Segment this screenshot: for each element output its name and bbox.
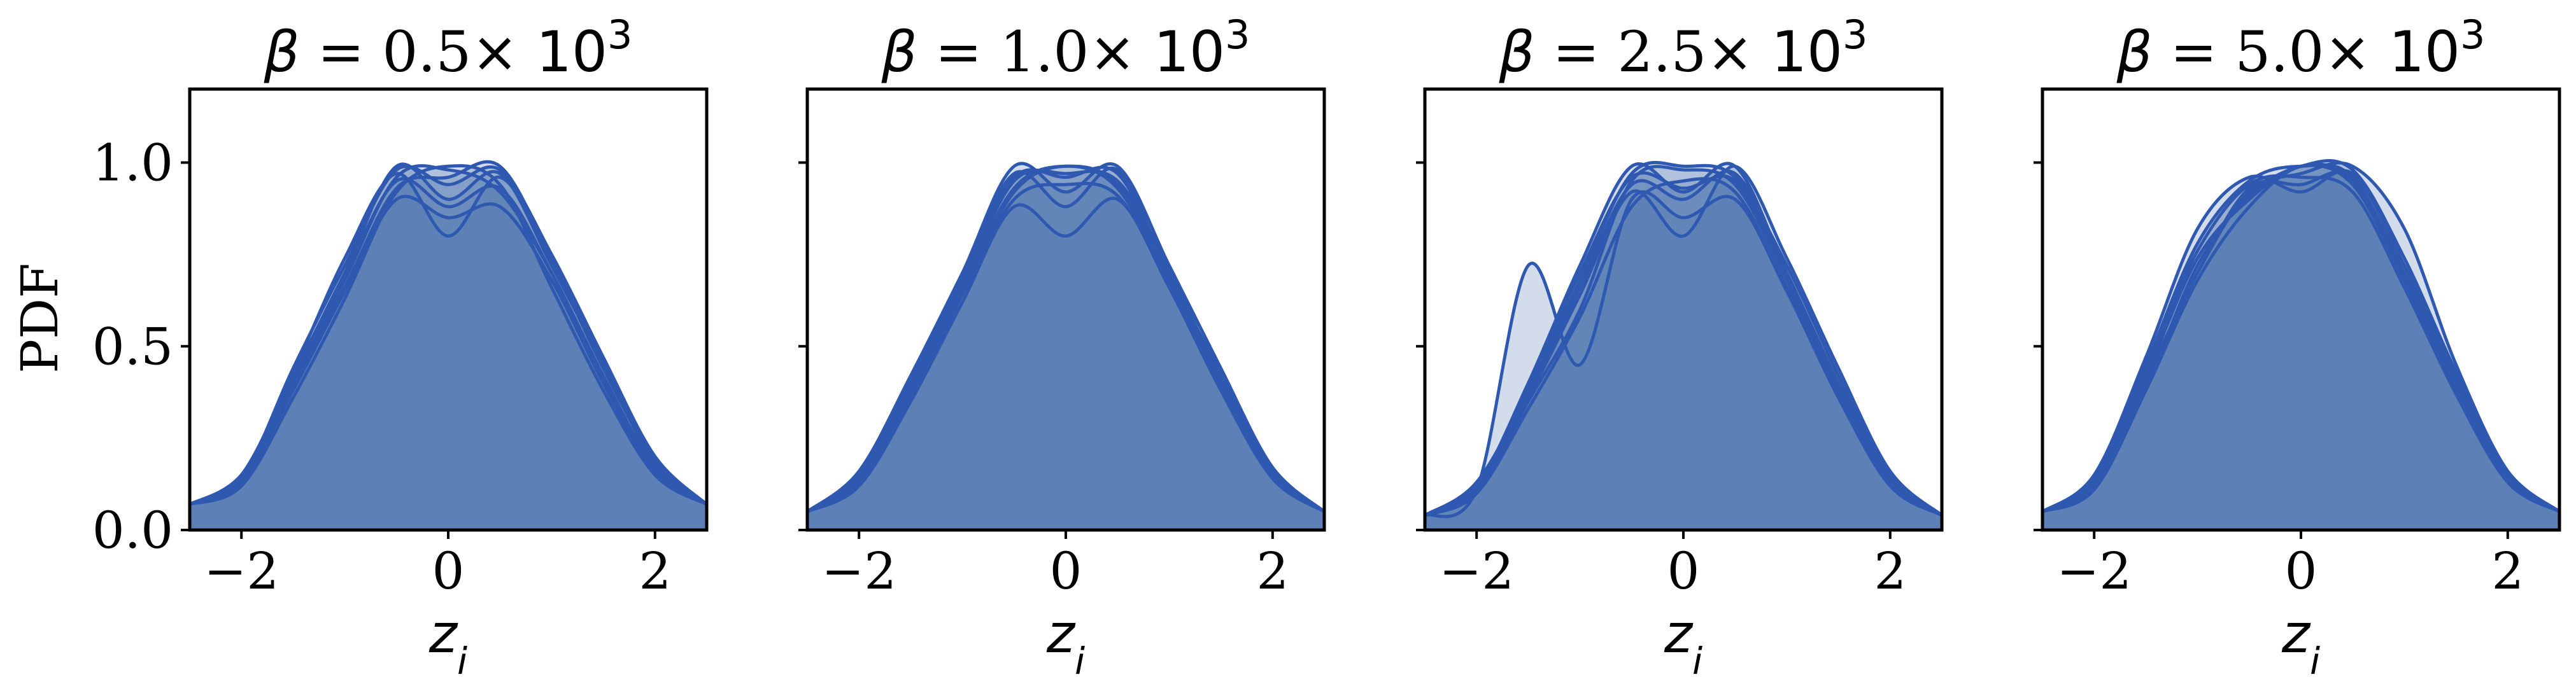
x-tick-label: 2 — [1874, 541, 1906, 601]
series-area-2 — [190, 165, 707, 530]
series-line-5 — [190, 164, 707, 506]
series-line-3 — [1425, 190, 1942, 519]
series-area-6 — [1425, 178, 1942, 530]
series-layer — [190, 160, 707, 530]
series-line-8 — [1425, 171, 1942, 517]
x-axis-label: zi — [1664, 603, 1702, 683]
series-area-1 — [1425, 163, 1942, 530]
series-area-1 — [2042, 164, 2559, 530]
y-axis-label: PDF — [10, 263, 69, 373]
series-area-3 — [2042, 165, 2559, 530]
series-line-7 — [190, 160, 707, 506]
series-line-7 — [2042, 159, 2559, 513]
series-area-3 — [190, 196, 707, 530]
series-line-6 — [1425, 177, 1942, 517]
series-layer — [807, 162, 1324, 530]
series-area-4 — [190, 164, 707, 530]
y-tick-label: 1.0 — [92, 134, 173, 193]
series-line-6 — [2042, 174, 2559, 513]
panel-4: −2 0 2 zi β = 5.0× 103 — [2034, 11, 2561, 683]
series-area-6 — [807, 168, 1324, 530]
x-tick-label: 0 — [1050, 541, 1082, 601]
series-area-7 — [2042, 160, 2559, 530]
panel-3: −2 0 2 zi β = 2.5× 103 — [1416, 11, 1944, 683]
series-area-2 — [2042, 163, 2559, 530]
panel-title: β = 1.0× 103 — [881, 11, 1250, 85]
x-tick-label: 0 — [1667, 541, 1700, 601]
series-area-2 — [1425, 166, 1942, 530]
series-area-5 — [2042, 164, 2559, 530]
x-tick-label: 0 — [432, 541, 465, 601]
series-area-1 — [190, 166, 707, 530]
series-line-8 — [2042, 170, 2559, 513]
series-line-6 — [190, 172, 707, 506]
x-tick-label: −2 — [821, 541, 896, 601]
series-line-6 — [807, 166, 1324, 513]
series-area-7 — [190, 162, 707, 530]
x-tick-label: 0 — [2285, 541, 2318, 601]
x-tick-label: −2 — [2056, 541, 2132, 601]
series-area-6 — [190, 173, 707, 530]
series-area-8 — [1425, 172, 1942, 530]
series-area-4 — [2042, 171, 2559, 530]
series-line-8 — [190, 177, 707, 506]
panel-1: −2 0 2 0.0 0.5 1.0 zi β = 0.5× 103 — [92, 11, 709, 683]
series-area-4 — [807, 198, 1324, 530]
series-area-8 — [190, 178, 707, 530]
x-axis-label: zi — [428, 603, 467, 683]
panel-title: β = 5.0× 103 — [2116, 11, 2486, 85]
panel-title: β = 2.5× 103 — [1499, 11, 1868, 85]
y-tick-label: 0.5 — [92, 317, 173, 376]
panel-title: β = 0.5× 103 — [264, 11, 633, 85]
series-area-5 — [807, 170, 1324, 530]
series-line-4 — [807, 197, 1324, 513]
x-tick-label: 2 — [639, 541, 671, 601]
series-area-8 — [807, 166, 1324, 530]
series-area-8 — [2042, 171, 2559, 530]
x-axis-label: zi — [1046, 603, 1085, 683]
x-tick-label: 2 — [1256, 541, 1289, 601]
series-area-3 — [1425, 192, 1942, 530]
series-area-2 — [807, 166, 1324, 530]
series-layer — [1425, 161, 1942, 530]
series-area-6 — [2042, 176, 2559, 530]
series-area-4 — [1425, 162, 1942, 530]
series-area-5 — [190, 165, 707, 530]
y-tick-label: 0.0 — [92, 501, 173, 560]
series-area-3 — [807, 163, 1324, 530]
x-axis-label: zi — [2281, 603, 2320, 683]
series-area-7 — [807, 183, 1324, 530]
series-area-7 — [1425, 171, 1942, 530]
series-area-5 — [1425, 166, 1942, 530]
x-tick-label: −2 — [204, 541, 279, 601]
panel-2: −2 0 2 zi β = 1.0× 103 — [798, 11, 1326, 683]
x-tick-label: −2 — [1439, 541, 1514, 601]
panels: −2 0 2 0.0 0.5 1.0 zi β = 0.5× 103 −2 0 2 zi β = 1.0… — [92, 11, 2561, 683]
series-layer — [2042, 159, 2559, 530]
x-tick-label: 2 — [2491, 541, 2524, 601]
series-line-8 — [807, 164, 1324, 513]
series-area-1 — [807, 167, 1324, 530]
